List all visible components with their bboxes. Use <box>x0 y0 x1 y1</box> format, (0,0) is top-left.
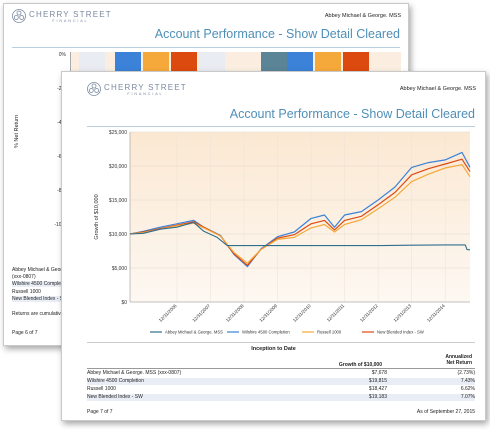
return-bar <box>171 52 197 74</box>
table-row: Wilshire 4500 Completion $19,815 7.43% <box>87 378 475 385</box>
legend-row: New Blended Index - SW <box>12 296 82 302</box>
x-tick-label: 12/31/2009 <box>258 303 278 323</box>
row-name: Russell 1000 <box>87 386 116 392</box>
y-tick-label: $15,000 <box>109 198 127 204</box>
report-page-7: CHERRY STREET FINANCIAL Abbey Michael & … <box>61 71 486 421</box>
growth-column-header: Growth of $10,000 <box>338 362 382 368</box>
row-return: 7.07% <box>460 394 475 400</box>
header-rule <box>87 368 475 369</box>
legend-label: Wilshire 4500 Completion <box>242 330 290 335</box>
table-row: Abbey Michael & George. MSS (xxx-0807) $… <box>87 370 475 377</box>
client-name: Abbey Michael & George. MSS <box>399 86 476 92</box>
x-tick-label: 12/31/2014 <box>426 303 446 323</box>
legend-item: Abbey Michael & George. MSS <box>150 330 223 335</box>
x-tick-label: 12/31/2008 <box>225 303 245 323</box>
cumulative-note: Returns are cumulative <box>12 311 64 317</box>
row-name: New Blended Index - SW <box>87 394 143 400</box>
x-tick-label: 12/31/2007 <box>191 303 211 323</box>
title-divider <box>12 47 400 48</box>
legend-item: New Blended Index - SW <box>362 330 424 335</box>
client-name: Abbey Michael & George. MSS <box>324 13 401 19</box>
logo-subtitle: FINANCIAL <box>127 91 164 96</box>
y-tick-label: $20,000 <box>109 164 127 170</box>
section-title: Inception to Date <box>251 346 296 352</box>
row-return: 7.43% <box>460 378 475 384</box>
row-growth: $18,427 <box>368 386 387 392</box>
title-divider <box>87 126 475 127</box>
legend-label: New Blended Index - SW <box>377 330 424 335</box>
x-tick-label: 12/31/2013 <box>393 303 413 323</box>
x-tick-label: 12/31/2012 <box>359 303 379 323</box>
back-y-axis: 0% -2% -4% -6% -8% -10% % Net Return <box>4 48 66 248</box>
return-column-header-line1: Annualized <box>445 354 472 360</box>
x-tick-label: 12/31/2011 <box>326 303 346 323</box>
logo-subtitle: FINANCIAL <box>52 18 89 23</box>
row-return: (2.73%) <box>457 370 475 376</box>
return-bar <box>199 52 225 74</box>
plot-background <box>130 132 470 302</box>
page-title: Account Performance - Show Detail Cleare… <box>154 27 400 41</box>
series-line <box>129 151 471 268</box>
legend-row: Abbey Michael & George. MSS <box>12 267 82 273</box>
logo-name: CHERRY STREET <box>29 9 112 19</box>
return-bar <box>315 52 341 74</box>
return-bar <box>261 52 287 74</box>
legend-row: Wilshire 4500 Completion <box>12 281 82 287</box>
table-row: Russell 1000 $18,427 6.62% <box>87 386 475 393</box>
y-tick-label: $10,000 <box>109 232 127 238</box>
return-bar <box>115 52 141 74</box>
legend-label: Abbey Michael & George. MSS <box>165 330 223 335</box>
page-number: Page 7 of 7 <box>87 409 113 415</box>
series-line <box>129 158 471 266</box>
page-title: Account Performance - Show Detail Cleare… <box>229 107 475 121</box>
return-bar <box>287 52 313 74</box>
return-bar <box>343 52 369 74</box>
row-name: Abbey Michael & George. MSS (xxx-0807) <box>87 370 182 376</box>
section-divider <box>87 342 475 343</box>
y-tick-label: $25,000 <box>109 130 127 136</box>
logo-flower-icon <box>12 9 26 23</box>
y-tick-label: $0 <box>121 300 127 306</box>
y-axis-title: % Net Return <box>14 114 20 148</box>
row-growth: $19,183 <box>368 394 387 400</box>
row-growth: $7,678 <box>371 370 387 376</box>
row-return: 6.62% <box>460 386 475 392</box>
x-tick-label: 12/31/2006 <box>158 303 178 323</box>
company-logo: CHERRY STREET FINANCIAL <box>87 82 187 96</box>
y-tick-label: -10% <box>30 222 66 228</box>
y-tick-label: 0% <box>58 52 66 58</box>
x-tick-label: 12/31/2010 <box>292 303 312 323</box>
y-tick-label: $5,000 <box>112 266 128 272</box>
series-line <box>129 221 471 251</box>
return-bar <box>143 52 169 74</box>
growth-line-chart: $0 $5,000 $10,000 $15,000 $20,000 $25,000 12/3… <box>94 130 471 335</box>
legend-row: (xxx-0807) <box>12 274 36 280</box>
company-logo: CHERRY STREET FINANCIAL <box>12 9 112 23</box>
as-of-date: As of September 27, 2015 <box>416 409 475 415</box>
logo-flower-icon <box>87 82 101 96</box>
legend-item: Russell 1000 <box>302 330 342 335</box>
legend-item: Wilshire 4500 Completion <box>227 330 290 335</box>
return-bar <box>79 52 105 74</box>
row-name: Wilshire 4500 Completion <box>87 378 144 384</box>
table-row: New Blended Index - SW $19,183 7.07% <box>87 394 475 401</box>
legend-row: Russell 1000 <box>12 289 41 295</box>
legend-label: Russell 1000 <box>317 330 342 335</box>
page-number: Page 6 of 7 <box>12 330 38 336</box>
row-growth: $19,815 <box>368 378 387 384</box>
y-axis-title: Growth of $10,000 <box>94 194 100 239</box>
return-column-header-line2: Net Return <box>446 360 472 366</box>
logo-name: CHERRY STREET <box>104 82 187 92</box>
